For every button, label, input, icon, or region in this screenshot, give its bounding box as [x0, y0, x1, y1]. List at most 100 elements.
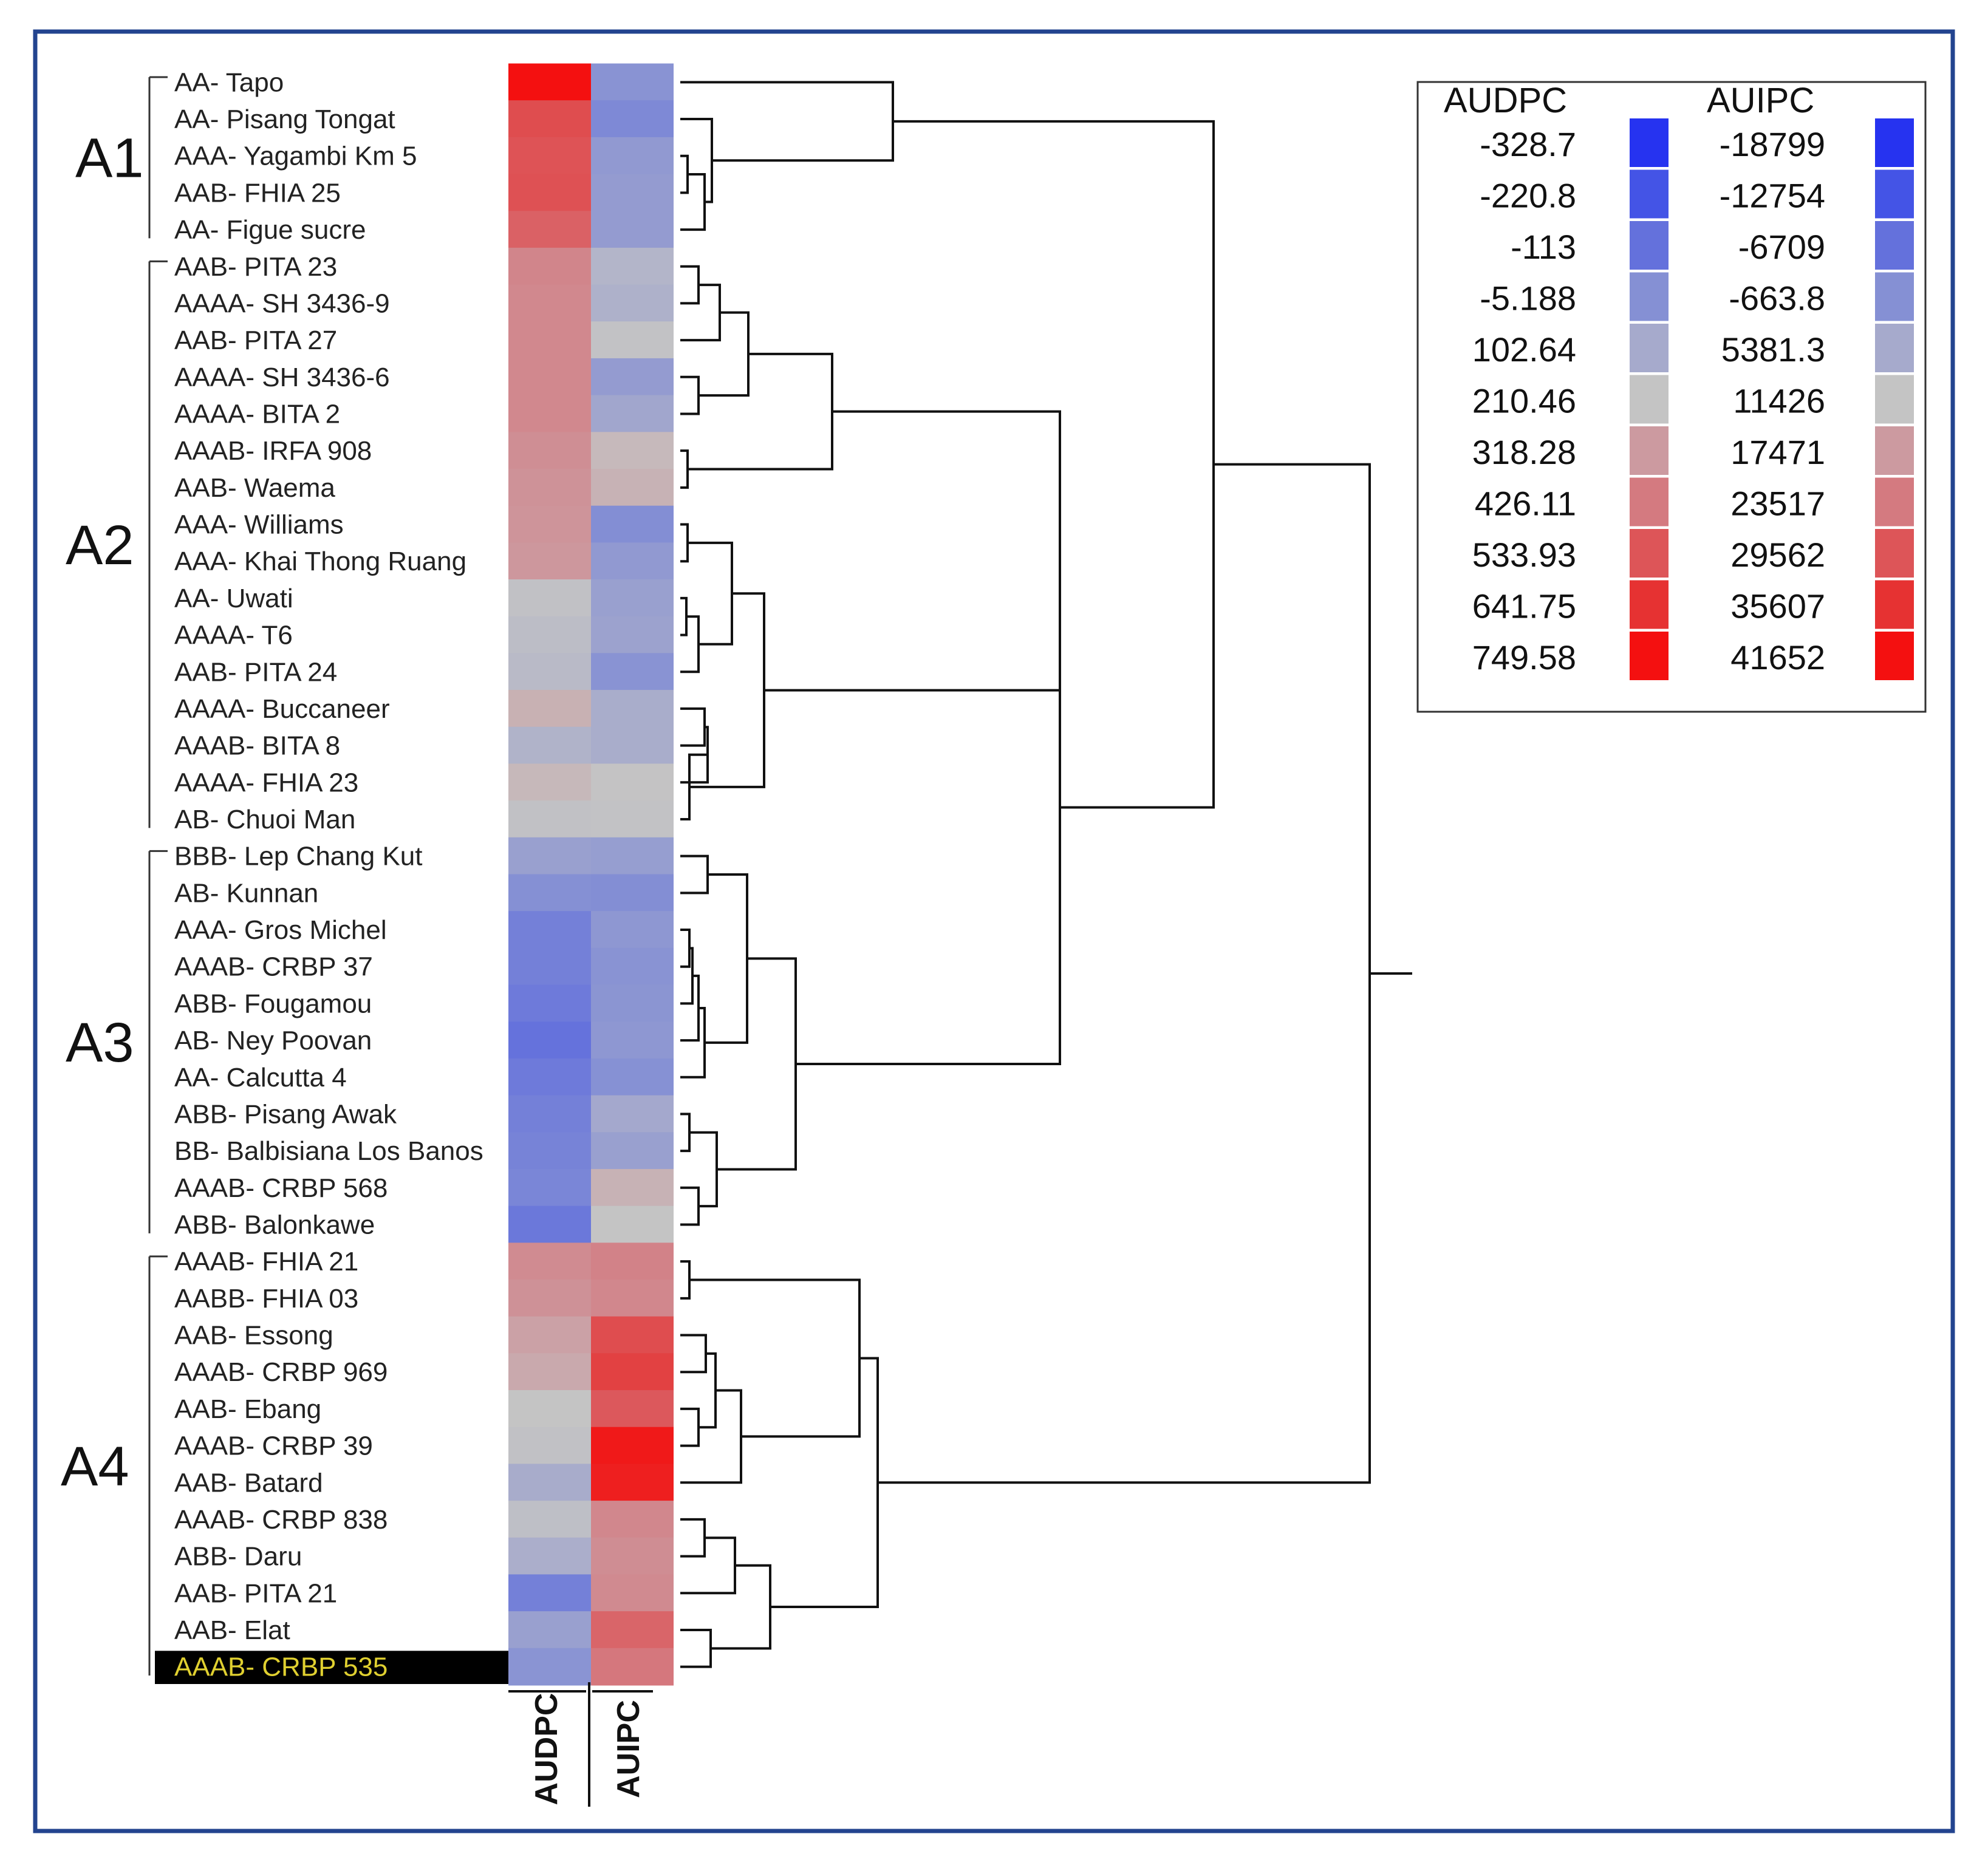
dendrogram — [680, 81, 1412, 1668]
legend-value-audpc: 210.46 — [1472, 382, 1576, 420]
legend-value-audpc: 318.28 — [1472, 433, 1576, 471]
heatmap-cell-audpc — [508, 247, 591, 285]
row-label: AA- Pisang Tongat — [174, 104, 395, 134]
row-label: ABB- Balonkawe — [174, 1210, 375, 1239]
legend-swatch-auipc — [1875, 118, 1914, 167]
heatmap-cell-audpc — [508, 579, 591, 617]
heatmap-cell-auipc — [591, 1501, 674, 1538]
legend-swatch-audpc — [1630, 375, 1669, 424]
heatmap-cell-audpc — [508, 874, 591, 912]
group-brackets — [148, 76, 168, 1676]
row-label: AAAB- BITA 8 — [174, 731, 340, 761]
row-label: AAAA- SH 3436-6 — [174, 363, 390, 392]
heatmap-cell-audpc — [508, 1648, 591, 1686]
heatmap-cell-auipc — [591, 247, 674, 285]
heatmap-cell-audpc — [508, 763, 591, 802]
heatmap-cell-audpc — [508, 690, 591, 728]
row-labels: AA- Tapo AA- Pisang Tongat AAA- Yagambi Km… — [174, 67, 483, 1682]
heatmap-cell-audpc — [508, 174, 591, 212]
row-label: AAAB- CRBP 535 — [174, 1652, 388, 1682]
heatmap-cell-auipc — [591, 1648, 674, 1686]
heatmap-cell-audpc — [508, 837, 591, 875]
heatmap-cell-auipc — [591, 505, 674, 544]
group-label: A2 — [66, 514, 134, 576]
legend-swatch-auipc — [1875, 426, 1914, 475]
legend-value-audpc: 426.11 — [1475, 485, 1576, 523]
heatmap-cell-audpc — [508, 211, 591, 248]
dendrogram-link — [796, 551, 1061, 1065]
group-label: A1 — [75, 128, 144, 189]
heatmap-cell-audpc — [508, 321, 591, 359]
legend-value-audpc: -220.8 — [1480, 177, 1576, 215]
row-label: AAB- Waema — [174, 473, 335, 503]
heatmap-cell-audpc — [508, 911, 591, 949]
heatmap-cell-auipc — [591, 174, 674, 212]
heatmap-cell-auipc — [591, 653, 674, 691]
legend-swatch-audpc — [1630, 272, 1669, 321]
heatmap-cell-auipc — [591, 211, 674, 248]
heatmap-cell-audpc — [508, 653, 591, 691]
legend-value-auipc: 5381.3 — [1721, 330, 1825, 369]
heatmap-cell-auipc — [591, 579, 674, 617]
row-label: AB- Kunnan — [174, 878, 318, 908]
row-label: AB- Chuoi Man — [174, 805, 355, 834]
row-label: AAB- PITA 24 — [174, 657, 337, 687]
heatmap-cells — [508, 63, 674, 1686]
legend-value-auipc: -663.8 — [1729, 279, 1825, 318]
column-label-audpc: AUDPC — [529, 1693, 564, 1805]
heatmap-cell-audpc — [508, 358, 591, 396]
heatmap-cell-audpc — [508, 1574, 591, 1612]
group-label: A3 — [66, 1012, 134, 1074]
row-label: AB- Ney Poovan — [174, 1026, 372, 1055]
legend-swatch-audpc — [1630, 221, 1669, 270]
heatmap-cell-auipc — [591, 284, 674, 322]
heatmap-cell-audpc — [508, 100, 591, 138]
heatmap-cell-auipc — [591, 837, 674, 875]
heatmap-cell-auipc — [591, 726, 674, 765]
legend-swatch-audpc — [1630, 169, 1669, 219]
heatmap-cell-auipc — [591, 63, 674, 101]
row-label: AA- Calcutta 4 — [174, 1063, 347, 1093]
row-label: AAAB- CRBP 838 — [174, 1505, 388, 1535]
row-label: AA- Figue sucre — [174, 215, 366, 245]
legend: AUDPC AUIPC -328.7 -18799 -220.8 -12754 -113… — [1416, 81, 1927, 713]
row-label: AAB- Elat — [174, 1615, 290, 1645]
heatmap-cell-auipc — [591, 616, 674, 654]
heatmap-cell-auipc — [591, 1132, 674, 1170]
heatmap-cell-audpc — [508, 284, 591, 322]
row-label: AABB- FHIA 03 — [174, 1284, 358, 1314]
heatmap-cell-auipc — [591, 1537, 674, 1575]
heatmap-cell-auipc — [591, 1390, 674, 1428]
legend-swatch-audpc — [1630, 529, 1669, 578]
legend-swatch-audpc — [1630, 477, 1669, 527]
heatmap-cell-auipc — [591, 1316, 674, 1354]
legend-value-audpc: 102.64 — [1472, 330, 1576, 369]
heatmap-cell-auipc — [591, 1574, 674, 1612]
heatmap-cell-auipc — [591, 1058, 674, 1096]
legend-swatch-auipc — [1875, 477, 1914, 527]
row-label: AAAB- FHIA 21 — [174, 1247, 358, 1277]
highlighted-row-bar — [155, 1651, 508, 1684]
heatmap-cell-auipc — [591, 763, 674, 802]
row-label: AAAB- CRBP 37 — [174, 952, 373, 982]
legend-value-auipc: -18799 — [1720, 125, 1825, 163]
heatmap-cell-auipc — [591, 395, 674, 433]
heatmap-cell-audpc — [508, 1427, 591, 1465]
heatmap-cell-audpc — [508, 469, 591, 506]
heatmap-cell-auipc — [591, 690, 674, 728]
legend-value-audpc: -5.188 — [1480, 279, 1576, 318]
heatmap-cell-audpc — [508, 542, 591, 581]
heatmap-cell-auipc — [591, 800, 674, 838]
group-label: A4 — [61, 1436, 129, 1498]
legend-value-auipc: 35607 — [1730, 587, 1825, 626]
heatmap-cell-auipc — [591, 947, 674, 986]
heatmap-cell-auipc — [591, 911, 674, 949]
legend-value-auipc: 11426 — [1733, 382, 1825, 420]
row-label: AAB- Essong — [174, 1321, 333, 1351]
legend-value-audpc: -328.7 — [1480, 125, 1576, 163]
row-label: BBB- Lep Chang Kut — [174, 842, 422, 871]
heatmap-cell-auipc — [591, 1464, 674, 1502]
legend-value-auipc: 29562 — [1730, 536, 1825, 574]
heatmap-cell-audpc — [508, 984, 591, 1023]
legend-value-audpc: 749.58 — [1472, 638, 1576, 677]
